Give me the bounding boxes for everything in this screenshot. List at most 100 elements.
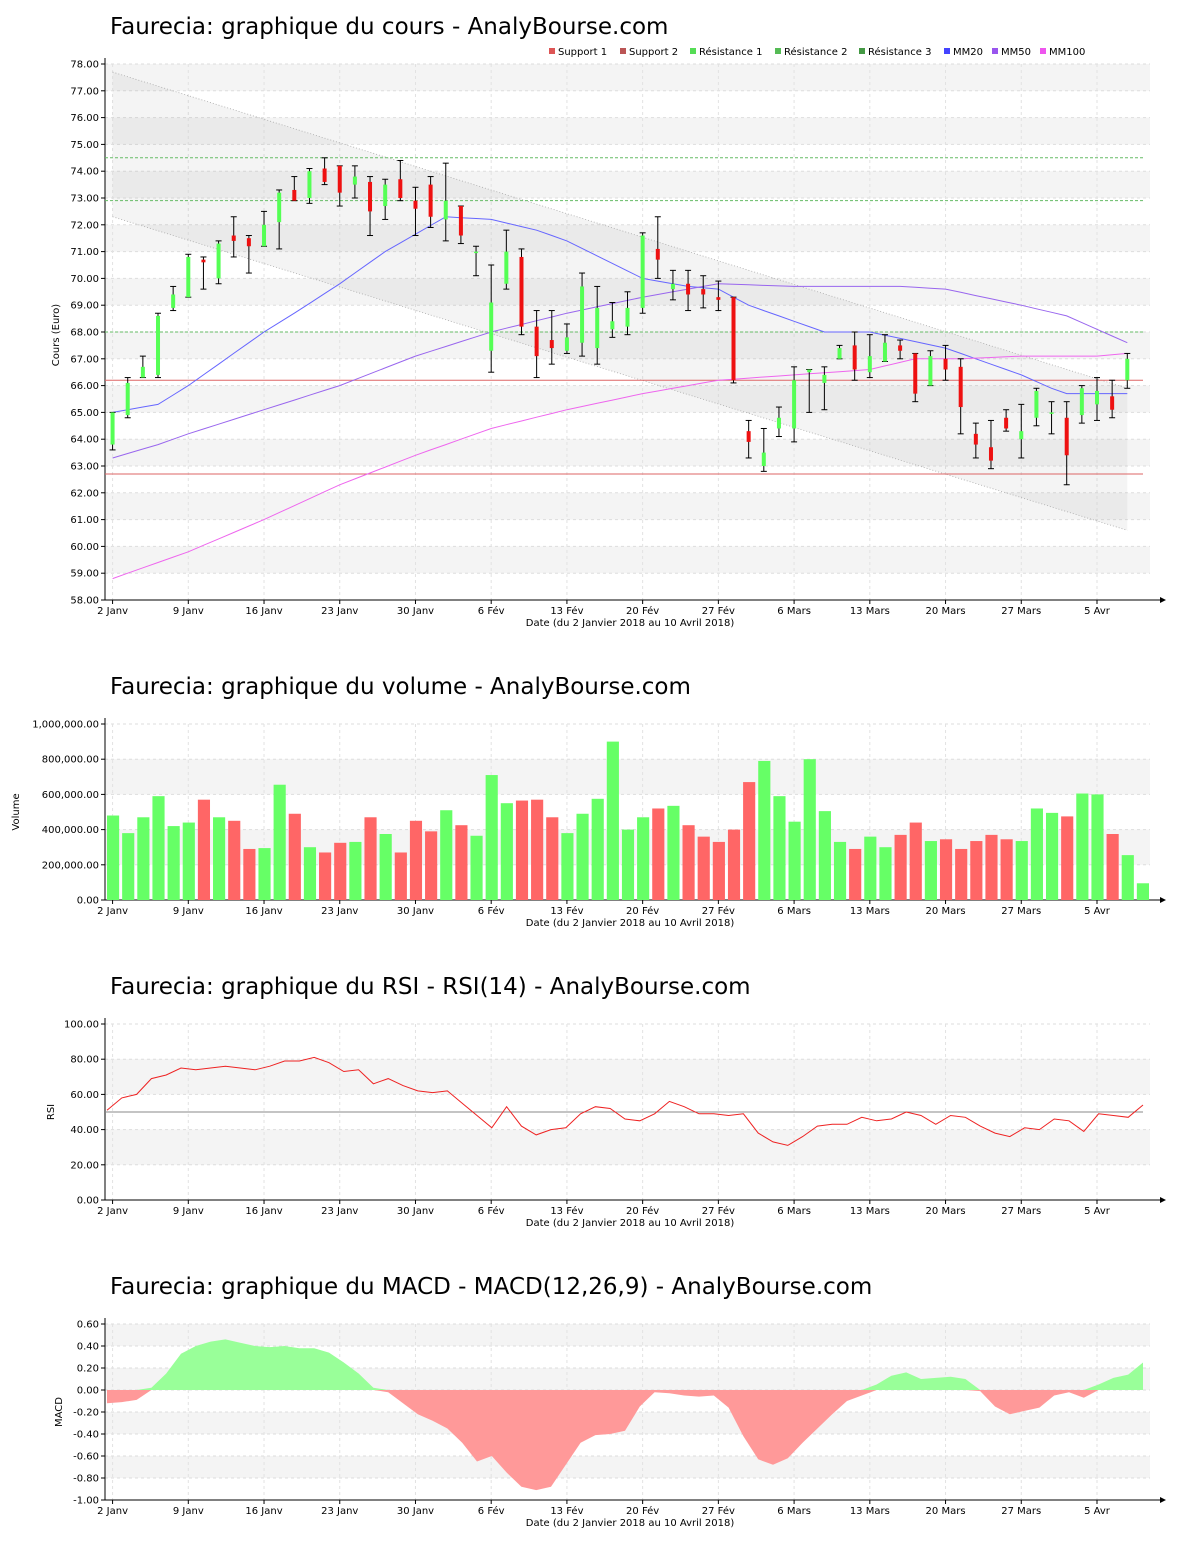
- price-candle-body: [444, 201, 448, 220]
- price-candle-body: [626, 308, 630, 327]
- volume-x-arrow: [1160, 897, 1166, 903]
- volume-bar: [925, 841, 937, 900]
- price-candle-body: [732, 297, 736, 380]
- price-candle-body: [201, 260, 205, 263]
- volume-y-tick-label: 800,000.00: [42, 755, 99, 766]
- price-legend-swatch: [549, 48, 555, 54]
- price-candle-body: [792, 380, 796, 428]
- price-y-tick-label: 69.00: [70, 301, 99, 312]
- volume-bar: [713, 842, 725, 900]
- price-y-tick-label: 73.00: [70, 194, 99, 205]
- price-y-tick-label: 72.00: [70, 220, 99, 231]
- macd-x-tick-label: 2 Janv: [97, 1506, 128, 1517]
- rsi-y-tick-label: 80.00: [70, 1055, 99, 1066]
- price-candle-body: [413, 201, 417, 209]
- price-candle-body: [262, 225, 266, 246]
- price-candle-body: [307, 171, 311, 198]
- volume-bar: [486, 775, 498, 900]
- rsi-x-tick-label: 6 Fév: [478, 1205, 505, 1217]
- volume-bar: [849, 849, 861, 900]
- price-candle-body: [277, 193, 281, 222]
- rsi-x-tick-label: 13 Mars: [850, 1206, 890, 1217]
- volume-bar: [592, 799, 604, 900]
- macd-y-tick-label: 0.40: [77, 1342, 99, 1353]
- price-candle-body: [580, 286, 584, 342]
- volume-bar: [304, 847, 316, 900]
- volume-bar: [319, 852, 331, 900]
- price-candle-body: [853, 345, 857, 369]
- rsi-x-axis-label: Date (du 2 Janvier 2018 au 10 Avril 2018…: [526, 1218, 735, 1229]
- macd-y-tick-label: 0.20: [77, 1364, 99, 1375]
- volume-bar: [516, 801, 528, 900]
- volume-bar: [1001, 839, 1013, 900]
- price-legend-swatch: [1040, 48, 1046, 54]
- price-candle-body: [838, 348, 842, 359]
- macd-x-tick-label: 6 Mars: [777, 1506, 811, 1517]
- volume-bar: [1016, 841, 1028, 900]
- rsi-y-tick-label: 100.00: [64, 1020, 99, 1031]
- volume-bar: [652, 808, 664, 900]
- price-legend-swatch: [690, 48, 696, 54]
- price-x-tick-label: 5 Avr: [1084, 606, 1111, 617]
- price-candle-body: [641, 236, 645, 308]
- price-candle-body: [156, 316, 160, 375]
- macd-x-tick-label: 27 Mars: [1001, 1506, 1041, 1517]
- price-legend-swatch: [775, 48, 781, 54]
- price-grid-band: [105, 493, 1150, 520]
- volume-bar: [667, 806, 679, 900]
- volume-x-tick-label: 23 Janv: [321, 906, 358, 917]
- price-x-tick-label: 30 Janv: [397, 606, 434, 617]
- rsi-y-tick-label: 60.00: [70, 1090, 99, 1101]
- price-grid-band: [105, 64, 1150, 91]
- price-candle-body: [1110, 396, 1114, 409]
- price-candle-body: [368, 182, 372, 211]
- volume-bar: [380, 834, 392, 900]
- price-candle-body: [247, 238, 251, 246]
- macd-x-tick-label: 13 Mars: [850, 1506, 890, 1517]
- price-candle-body: [898, 345, 902, 350]
- price-candle-body: [944, 359, 948, 370]
- rsi-frame: 0.0020.0040.0060.0080.00100.002 Janv 9 Ja…: [64, 1018, 1166, 1217]
- rsi-grid-band: [105, 1130, 1150, 1165]
- volume-bar: [576, 814, 588, 900]
- rsi-x-tick-label: 20 Fév: [626, 1205, 659, 1217]
- volume-x-tick-label: 20 Mars: [926, 906, 966, 917]
- price-x-tick-label: 6 Mars: [777, 606, 811, 617]
- price-y-tick-label: 68.00: [70, 328, 99, 339]
- volume-bar: [804, 759, 816, 900]
- rsi-grid-band: [105, 1059, 1150, 1094]
- price-x-axis-label: Date (du 2 Janvier 2018 au 10 Avril 2018…: [526, 618, 735, 629]
- volume-bar: [213, 817, 225, 900]
- volume-x-tick-label: 9 Janv: [173, 906, 204, 917]
- macd-x-tick-label: 9 Janv: [173, 1506, 204, 1517]
- macd-y-tick-label: 0.00: [77, 1386, 99, 1397]
- price-y-tick-label: 62.00: [70, 488, 99, 499]
- rsi-x-tick-label: 27 Mars: [1001, 1206, 1041, 1217]
- macd-y-tick-label: -0.40: [73, 1430, 99, 1441]
- macd-x-tick-label: 30 Janv: [397, 1506, 434, 1517]
- price-candle-body: [429, 185, 433, 217]
- macd-grid-band: [105, 1324, 1150, 1346]
- price-y-tick-label: 61.00: [70, 515, 99, 526]
- macd-x-tick-label: 27 Fév: [702, 1505, 735, 1517]
- macd-x-tick-label: 5 Avr: [1084, 1506, 1111, 1517]
- volume-bar: [410, 821, 422, 900]
- rsi-x-arrow: [1160, 1197, 1166, 1203]
- volume-bar: [1031, 808, 1043, 900]
- volume-bar: [425, 831, 437, 900]
- volume-bar: [698, 837, 710, 900]
- price-candle-body: [701, 289, 705, 294]
- volume-x-tick-label: 27 Fév: [702, 905, 735, 917]
- price-candle-body: [338, 166, 342, 193]
- volume-bar: [228, 821, 240, 900]
- price-y-tick-label: 64.00: [70, 435, 99, 446]
- price-candle-body: [232, 236, 236, 241]
- price-candle-body: [504, 252, 508, 284]
- price-candle-body: [141, 367, 145, 378]
- macd-x-tick-label: 20 Fév: [626, 1505, 659, 1517]
- volume-bar: [1137, 883, 1149, 900]
- price-y-tick-label: 60.00: [70, 542, 99, 553]
- macd-x-arrow: [1160, 1497, 1166, 1503]
- volume-y-axis-label: Volume: [11, 793, 22, 830]
